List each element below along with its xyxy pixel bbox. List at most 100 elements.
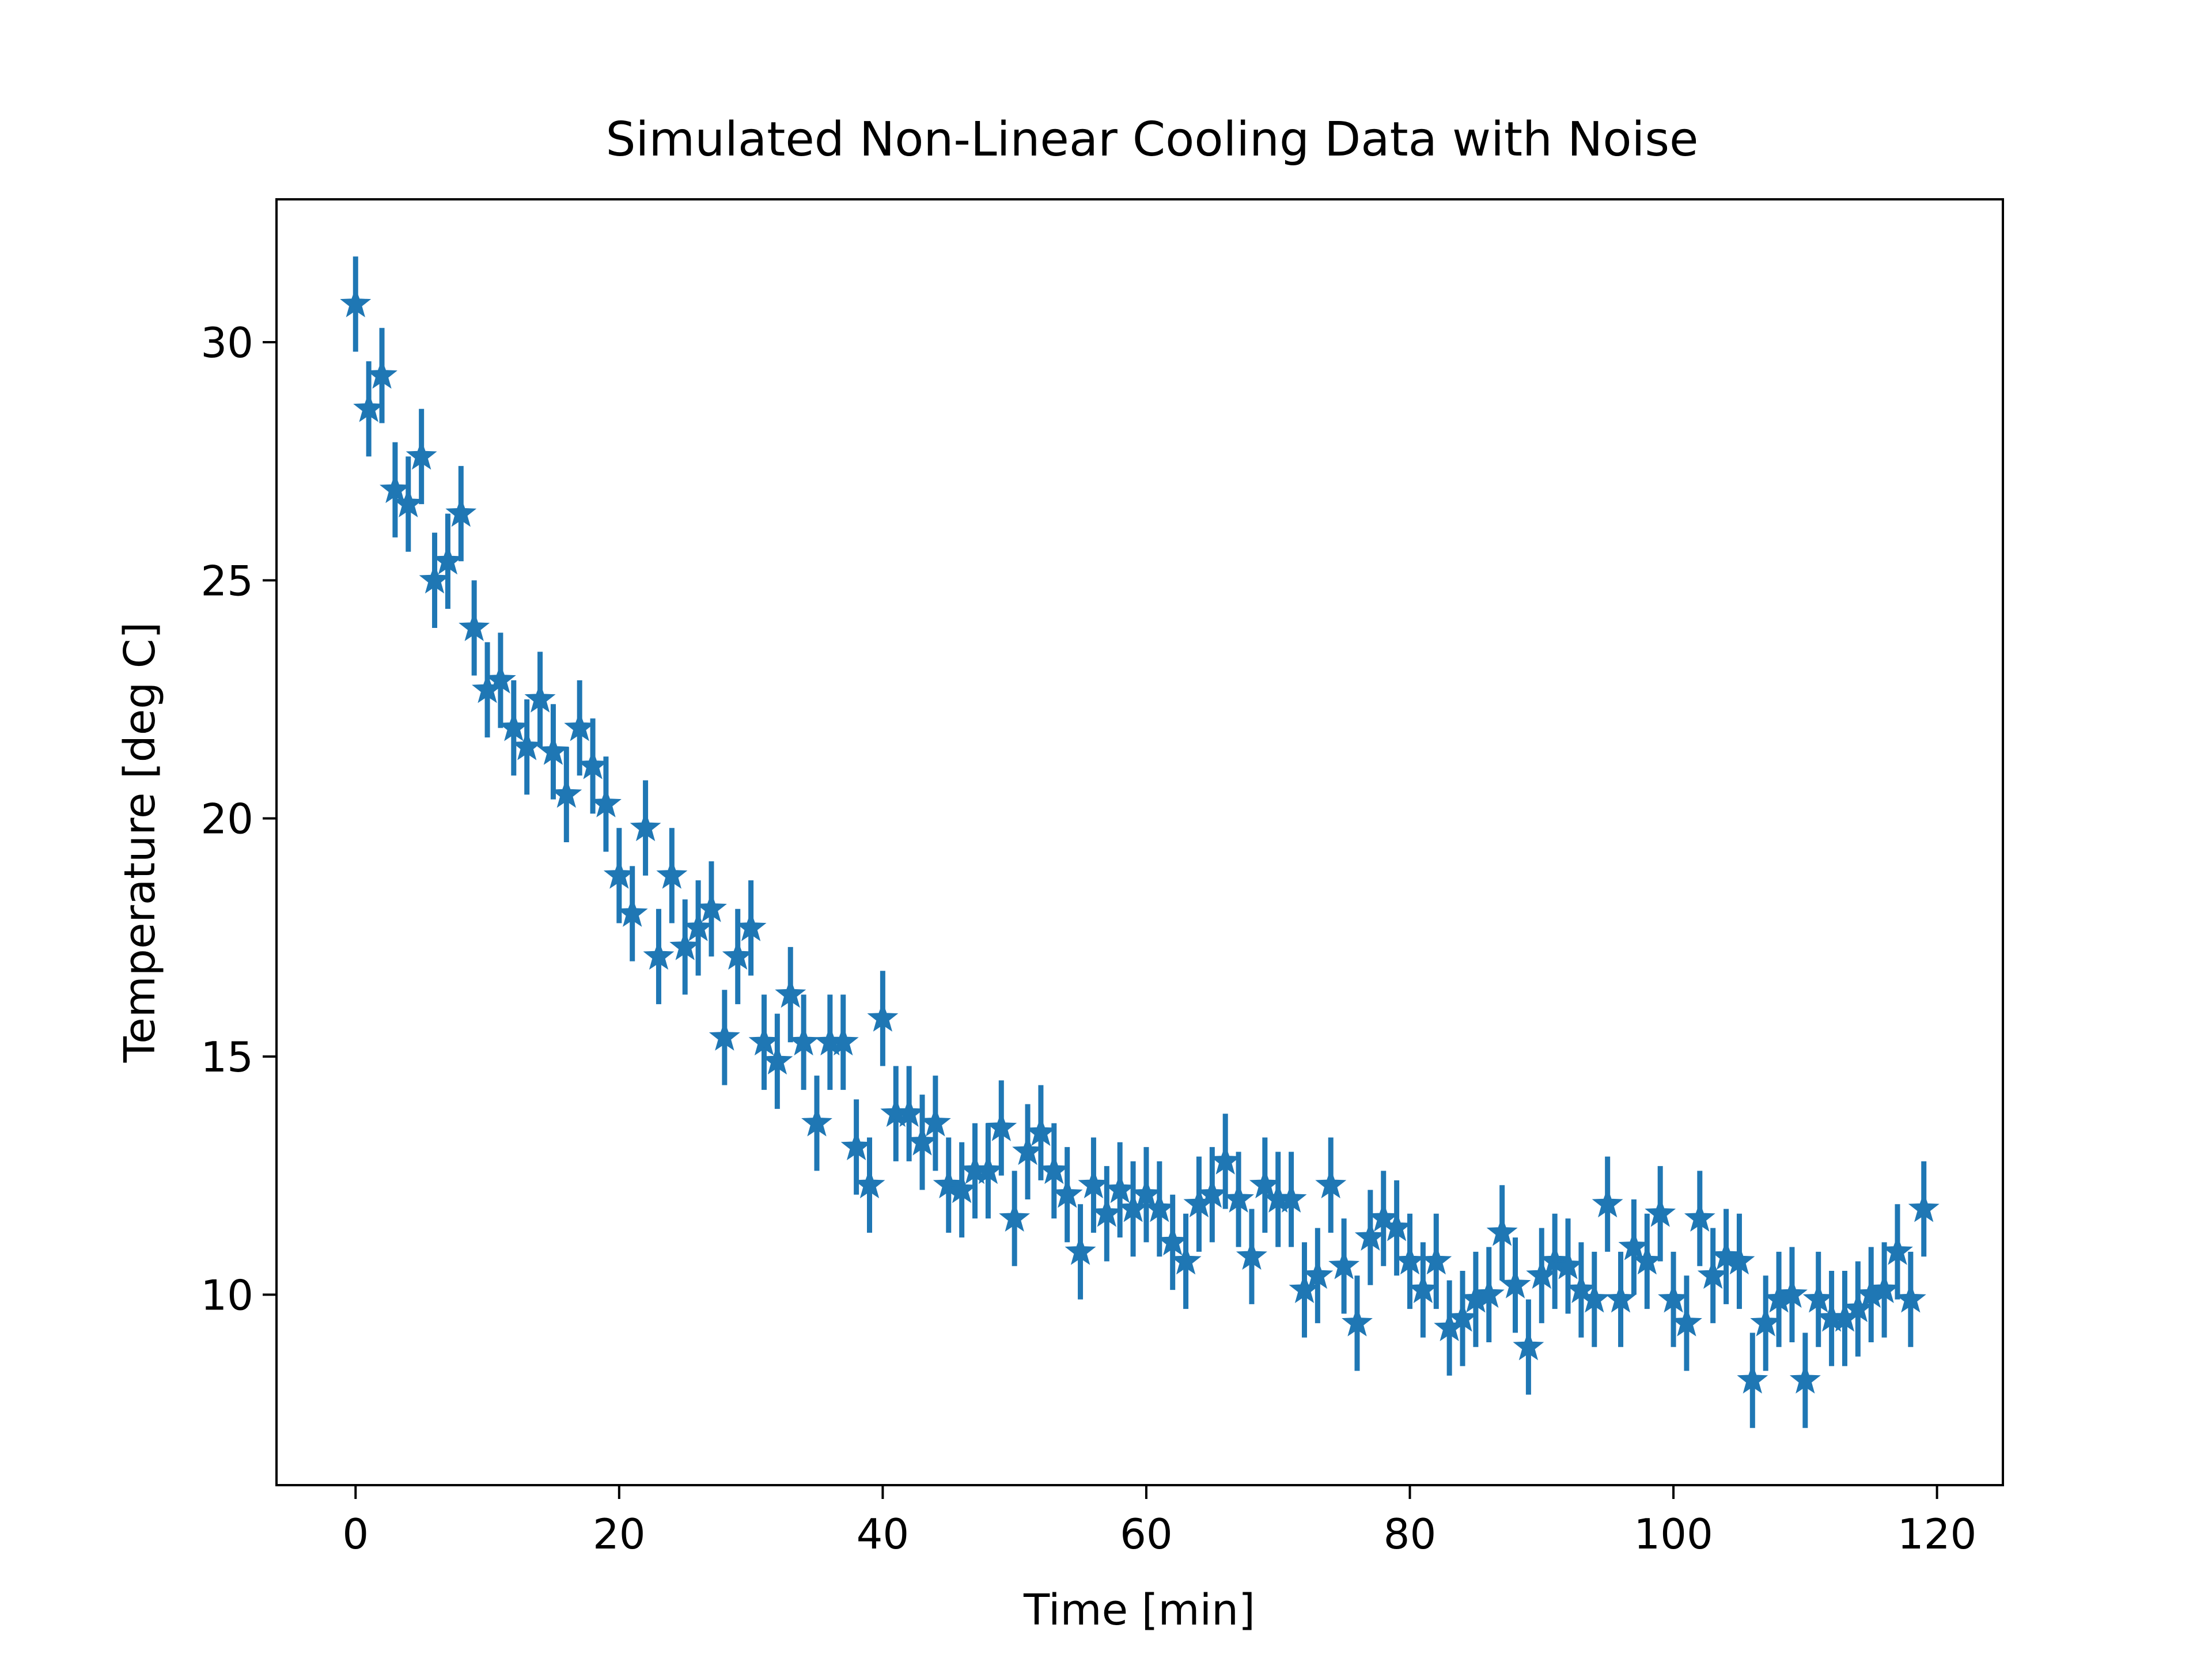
data-point: [1671, 1307, 1702, 1337]
data-point: [1012, 1135, 1044, 1165]
data-point: [919, 1107, 951, 1137]
data-point: [1750, 1307, 1782, 1337]
data-point: [1157, 1226, 1188, 1256]
data-point: [498, 711, 529, 741]
y-tick-label: 25: [200, 556, 253, 605]
data-point: [1091, 1197, 1123, 1227]
data-point: [459, 611, 490, 641]
plot-area: [340, 256, 1940, 1428]
data-point: [511, 730, 543, 760]
data-point: [1802, 1283, 1834, 1313]
data-point: [616, 897, 648, 927]
data-point: [867, 1002, 899, 1032]
data-point: [590, 788, 622, 817]
data-point: [577, 749, 609, 779]
data-point: [1539, 1245, 1571, 1275]
data-point: [775, 978, 806, 1008]
data-point: [1552, 1250, 1584, 1279]
y-axis: 10 15 20 25 30: [200, 319, 276, 1319]
x-tick-label: 80: [1384, 1510, 1437, 1558]
data-point: [946, 1173, 978, 1203]
data-point: [1078, 1168, 1109, 1199]
data-point: [524, 683, 556, 713]
data-point: [1421, 1245, 1452, 1275]
data-point: [1302, 1259, 1334, 1289]
data-point: [630, 811, 661, 842]
data-point: [1473, 1278, 1505, 1308]
data-point: [1236, 1240, 1267, 1270]
data-point: [564, 711, 596, 741]
data-point: [1328, 1250, 1360, 1279]
data-point: [840, 1130, 872, 1161]
data-point: [484, 664, 516, 694]
data-point: [1104, 1173, 1136, 1203]
data-point: [1051, 1178, 1083, 1208]
data-point: [1789, 1364, 1821, 1394]
plot-frame: [275, 198, 2004, 1486]
data-point: [1223, 1183, 1255, 1213]
data-point: [1499, 1269, 1531, 1298]
x-tick-label: 120: [1897, 1510, 1976, 1558]
data-point: [695, 892, 727, 922]
x-axis: 0 20 40 60 80 100 120: [342, 1485, 1976, 1558]
x-tick-label: 60: [1120, 1510, 1173, 1558]
data-point: [1249, 1168, 1281, 1199]
data-point: [1196, 1178, 1228, 1208]
data-point: [1737, 1364, 1768, 1394]
y-tick-label: 10: [200, 1271, 253, 1319]
x-axis-label: Time [min]: [1023, 1585, 1255, 1635]
data-point: [683, 911, 714, 941]
data-point: [1869, 1273, 1900, 1304]
data-point: [1381, 1212, 1412, 1241]
data-point: [1658, 1283, 1690, 1313]
data-point: [551, 778, 582, 808]
data-point: [1526, 1259, 1558, 1289]
data-point: [854, 1168, 885, 1199]
y-tick-label: 20: [200, 795, 253, 843]
data-point: [907, 1126, 938, 1156]
data-point: [340, 287, 372, 317]
data-point: [722, 940, 753, 970]
data-point: [432, 544, 464, 575]
data-point: [1895, 1283, 1926, 1313]
data-point: [379, 473, 411, 503]
data-point: [353, 392, 385, 422]
data-point: [1065, 1235, 1096, 1265]
data-point: [1513, 1330, 1544, 1361]
x-tick-label: 0: [342, 1510, 369, 1558]
data-point: [801, 1107, 832, 1137]
data-point: [1710, 1240, 1742, 1270]
data-point: [1605, 1283, 1637, 1313]
data-point: [1486, 1216, 1518, 1246]
data-point: [1631, 1245, 1663, 1275]
data-point: [986, 1111, 1017, 1141]
data-point: [1210, 1145, 1241, 1175]
data-point: [1684, 1202, 1715, 1232]
data-point: [1170, 1245, 1202, 1275]
data-point: [762, 1044, 793, 1075]
data-point: [788, 1025, 820, 1056]
data-point: [537, 735, 569, 765]
data-point: [603, 859, 635, 889]
data-point: [1394, 1245, 1426, 1275]
data-point: [1592, 1187, 1623, 1218]
data-point: [1289, 1273, 1320, 1304]
chart-title: Simulated Non-Linear Cooling Data with N…: [605, 112, 1698, 167]
x-tick-label: 100: [1634, 1510, 1713, 1558]
y-axis-label: Temperature [deg C]: [115, 622, 165, 1063]
data-point: [1776, 1278, 1808, 1308]
data-point: [827, 1025, 859, 1056]
data-point: [999, 1202, 1031, 1232]
data-point: [419, 563, 450, 594]
data-point: [1342, 1307, 1373, 1337]
data-point: [1447, 1302, 1478, 1332]
data-point: [735, 911, 767, 941]
data-point: [1407, 1273, 1439, 1304]
x-tick-label: 20: [593, 1510, 646, 1558]
data-point: [669, 930, 701, 960]
data-point: [709, 1021, 740, 1051]
data-point: [1908, 1192, 1940, 1222]
